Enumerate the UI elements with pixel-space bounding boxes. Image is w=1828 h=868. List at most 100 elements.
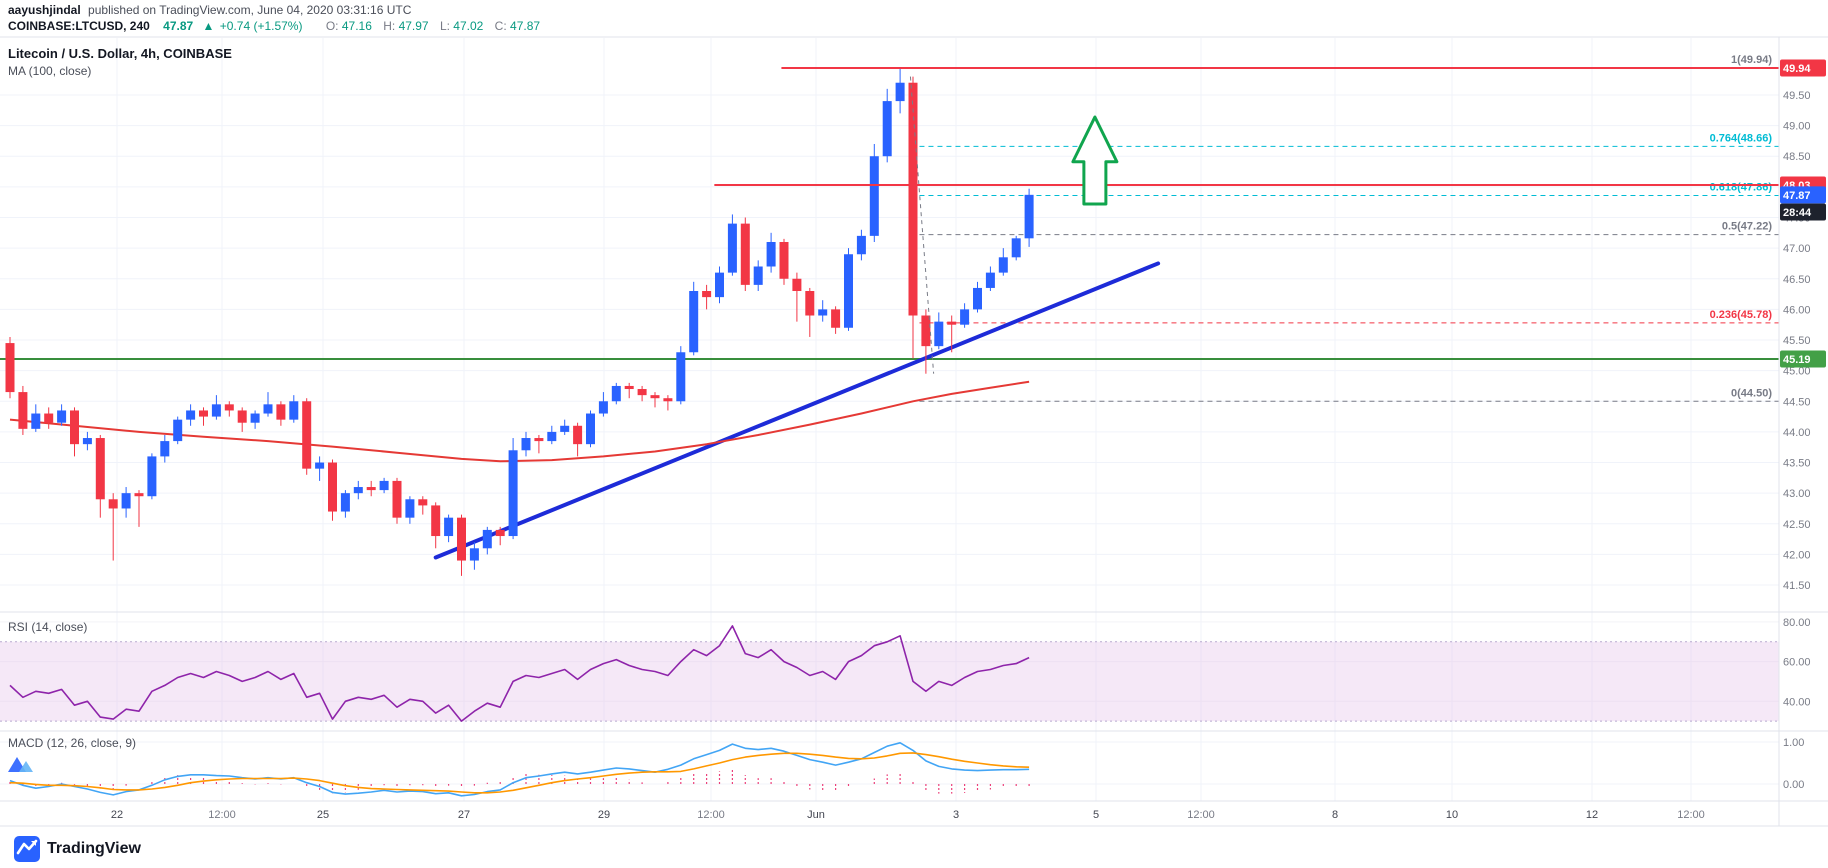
- rsi-tick-label: 60.00: [1783, 657, 1811, 669]
- candle-body: [715, 272, 724, 298]
- fib-label: 0.618(47.86): [1710, 181, 1773, 193]
- candle-body: [237, 410, 247, 423]
- candles: [5, 68, 1034, 576]
- candle-body: [95, 438, 105, 500]
- candle-body: [18, 392, 28, 429]
- candle-body: [534, 438, 544, 442]
- candle-body: [663, 398, 673, 402]
- price-marker-box: [1780, 186, 1826, 204]
- ma100-line: [9, 380, 1030, 463]
- rsi-band-fill: [0, 641, 1779, 722]
- high-value: 47.97: [398, 19, 429, 33]
- time-tick-label: 27: [458, 809, 470, 821]
- candle-body: [947, 321, 957, 325]
- price-change: +0.74 (+1.57%): [219, 19, 303, 33]
- rsi-tick-label: 80.00: [1783, 617, 1811, 629]
- pane-separators: [0, 36, 1828, 827]
- price-marker-box: [1780, 350, 1826, 368]
- fib-label: 0(44.50): [1731, 387, 1772, 399]
- low-label: L:: [439, 19, 450, 33]
- candle-body: [444, 517, 454, 537]
- price-marker-box: [1780, 203, 1826, 221]
- candle-body: [108, 499, 118, 509]
- candle-body: [147, 456, 157, 497]
- candle-body: [895, 82, 905, 102]
- candle-body: [779, 241, 789, 279]
- time-tick-label: 3: [953, 809, 959, 821]
- candle-body: [844, 254, 853, 328]
- last-price: 47.87: [163, 19, 194, 33]
- candle-body: [521, 438, 531, 451]
- candle-body: [650, 395, 660, 399]
- price-tick-label: 44.00: [1783, 427, 1811, 439]
- candle-body: [921, 315, 931, 347]
- candle-body: [121, 493, 131, 509]
- candle-body: [276, 404, 286, 420]
- candle-body: [689, 291, 699, 353]
- candle-body: [702, 291, 712, 298]
- price-tick-label: 43.50: [1783, 458, 1811, 470]
- price-marker-box: [1780, 59, 1826, 77]
- close-value: 47.87: [510, 19, 541, 33]
- symbol-name: COINBASE:LTCUSD, 240: [8, 19, 150, 33]
- candle-body: [766, 241, 776, 267]
- candle-body: [818, 309, 828, 316]
- candle-body: [1024, 194, 1034, 239]
- candle-body: [160, 441, 170, 457]
- candle-body: [5, 343, 15, 393]
- candle-body: [315, 462, 325, 469]
- rsi-indicator-label: RSI (14, close): [8, 620, 88, 634]
- watermark-shape: [19, 761, 33, 772]
- macd-indicator-label: MACD (12, 26, close, 9): [8, 736, 137, 750]
- rsi-tick-label: 40.00: [1783, 696, 1811, 708]
- price-tick-label: 45.00: [1783, 366, 1811, 378]
- fib-label: 0.764(48.66): [1710, 132, 1773, 144]
- price-tick-label: 49.50: [1783, 90, 1811, 102]
- tradingview-brand: TradingView: [14, 836, 141, 862]
- time-tick-label: 12:00: [1187, 809, 1215, 821]
- candle-body: [263, 404, 273, 414]
- fib-label: 1(49.94): [1731, 54, 1772, 66]
- candle-body: [998, 257, 1008, 273]
- time-tick-label: 12:00: [208, 809, 236, 821]
- candle-body: [560, 425, 570, 432]
- time-tick-label: 29: [598, 809, 610, 821]
- candle-body: [753, 266, 763, 285]
- price-marker-label: 49.94: [1783, 63, 1811, 75]
- candle-body: [366, 487, 376, 491]
- low-value: 47.02: [453, 19, 484, 33]
- price-marker-label: 45.19: [1783, 354, 1811, 366]
- candle-body: [482, 529, 492, 549]
- candle-body: [392, 480, 402, 518]
- price-tick-label: 48.50: [1783, 151, 1811, 163]
- candle-body: [624, 385, 634, 390]
- time-tick-label: 12:00: [1677, 809, 1705, 821]
- candle-body: [57, 410, 67, 423]
- candle-body: [856, 235, 866, 255]
- fib-connector: [909, 76, 935, 374]
- rsi-line: [9, 625, 1030, 722]
- candle-body: [186, 410, 196, 420]
- candle-body: [82, 438, 92, 445]
- candle-body: [340, 493, 350, 512]
- price-tick-label: 47.00: [1783, 243, 1811, 255]
- time-tick-label: 12: [1586, 809, 1598, 821]
- fib-label: 0.236(45.78): [1710, 309, 1773, 321]
- open-value: 47.16: [341, 19, 372, 33]
- candle-body: [134, 493, 144, 497]
- price-marker-label: 28:44: [1783, 207, 1812, 219]
- candle-body: [869, 156, 879, 236]
- rsi-band: [0, 641, 1779, 722]
- open-label: O:: [325, 19, 339, 33]
- close-label: C:: [494, 19, 507, 33]
- symbol-status-line: COINBASE:LTCUSD, 240 47.87 ▲ +0.74 (+1.5…: [8, 19, 540, 33]
- candle-body: [882, 101, 892, 157]
- time-tick-label: 25: [317, 809, 329, 821]
- price-tick-label: 45.50: [1783, 335, 1811, 347]
- chart-title: Litecoin / U.S. Dollar, 4h, COINBASE: [8, 46, 232, 61]
- ma-indicator-label: MA (100, close): [8, 64, 92, 78]
- candle-body: [44, 413, 54, 423]
- time-tick-label: 8: [1332, 809, 1338, 821]
